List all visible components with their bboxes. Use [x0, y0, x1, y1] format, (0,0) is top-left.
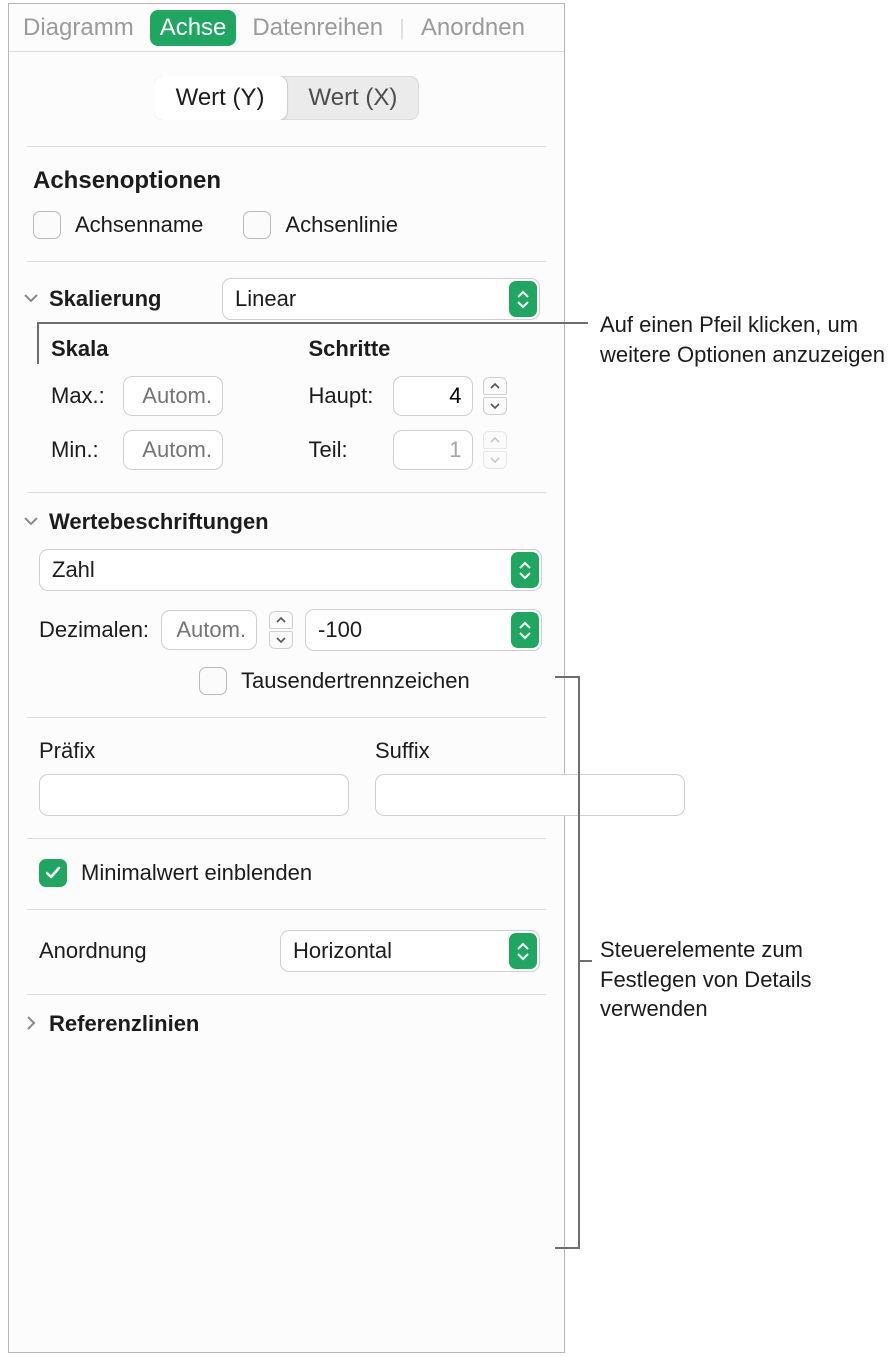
tab-arrange[interactable]: Anordnen — [411, 10, 535, 46]
tab-divider: | — [399, 15, 405, 41]
checkbox-show-minimum[interactable] — [39, 859, 67, 887]
checkbox-axis-name[interactable] — [33, 211, 61, 239]
select-scale-type-value: Linear — [235, 286, 296, 312]
callout1-leader — [37, 322, 588, 324]
stepper-major-up[interactable] — [483, 377, 507, 395]
stepper-major[interactable] — [483, 377, 507, 415]
section-orientation: Anordnung Horizontal — [9, 910, 564, 994]
max-label: Max.: — [51, 383, 113, 409]
callout2-leader — [578, 676, 580, 1249]
suffix-label: Suffix — [375, 738, 685, 764]
input-decimals[interactable] — [161, 610, 257, 650]
section-scale: Skalierung Linear Skala Max.: — [9, 262, 564, 492]
inspector-panel: Diagramm Achse Datenreihen | Anordnen We… — [8, 3, 565, 1353]
skala-header: Skala — [51, 336, 283, 362]
orientation-label: Anordnung — [39, 938, 147, 964]
section-reference-lines: Referenzlinien — [9, 995, 564, 1059]
input-scale-min[interactable] — [123, 430, 223, 470]
checkbox-thousands[interactable] — [199, 667, 227, 695]
callout2-leader — [555, 1247, 580, 1249]
select-negative-format[interactable]: -100 — [305, 609, 542, 651]
stepper-minor-up — [483, 431, 507, 449]
section-value-labels: Wertebeschriftungen Zahl Dezimalen: — [9, 493, 564, 717]
disclosure-scale[interactable] — [21, 286, 41, 312]
tab-axis[interactable]: Achse — [150, 10, 237, 46]
section-show-min: Minimalwert einblenden — [9, 839, 564, 909]
select-negative-value: -100 — [318, 617, 362, 643]
stepper-decimals[interactable] — [269, 611, 293, 649]
value-labels-title: Wertebeschriftungen — [49, 509, 269, 535]
prefix-label: Präfix — [39, 738, 349, 764]
decimals-label: Dezimalen: — [39, 617, 149, 643]
select-orientation-value: Horizontal — [293, 938, 392, 964]
axis-options-header: Achsenoptionen — [33, 167, 540, 195]
input-suffix[interactable] — [375, 774, 685, 816]
callout-controls-hint: Steuerelemente zum Festlegen von Details… — [600, 935, 890, 1024]
input-scale-max[interactable] — [123, 376, 223, 416]
schritte-header: Schritte — [309, 336, 541, 362]
updown-icon — [511, 552, 539, 588]
select-value-format-value: Zahl — [52, 557, 95, 583]
section-prefix-suffix: Präfix Suffix — [9, 718, 564, 838]
teil-label: Teil: — [309, 437, 383, 463]
stepper-minor-down — [483, 451, 507, 469]
stepper-decimals-up[interactable] — [269, 611, 293, 629]
callout2-leader — [555, 676, 580, 678]
label-axis-name: Achsenname — [75, 212, 203, 238]
callout1-leader — [37, 322, 39, 364]
input-steps-minor[interactable] — [393, 430, 473, 470]
input-steps-major[interactable] — [393, 376, 473, 416]
tab-diagram[interactable]: Diagramm — [13, 10, 144, 46]
reference-lines-title: Referenzlinien — [49, 1011, 199, 1037]
scale-title: Skalierung — [49, 286, 214, 312]
updown-icon — [509, 281, 537, 317]
stepper-major-down[interactable] — [483, 397, 507, 415]
haupt-label: Haupt: — [309, 383, 383, 409]
inspector-tabs: Diagramm Achse Datenreihen | Anordnen — [9, 4, 564, 52]
stepper-decimals-down[interactable] — [269, 631, 293, 649]
disclosure-value-labels[interactable] — [21, 509, 41, 535]
callout-arrow-hint: Auf einen Pfeil klicken, um weitere Opti… — [600, 310, 890, 369]
label-axis-line: Achsenlinie — [285, 212, 398, 238]
callout2-leader — [578, 960, 592, 962]
segment-value-x[interactable]: Wert (X) — [287, 76, 420, 120]
section-axis-options: Achsenoptionen Achsenname Achsenlinie — [9, 147, 564, 261]
tab-series[interactable]: Datenreihen — [242, 10, 393, 46]
updown-icon — [509, 933, 537, 969]
label-show-minimum: Minimalwert einblenden — [81, 860, 312, 886]
disclosure-reference-lines[interactable] — [21, 1011, 41, 1037]
stepper-minor — [483, 431, 507, 469]
checkbox-axis-line[interactable] — [243, 211, 271, 239]
segment-value-y[interactable]: Wert (Y) — [154, 76, 287, 120]
select-orientation[interactable]: Horizontal — [280, 930, 540, 972]
input-prefix[interactable] — [39, 774, 349, 816]
min-label: Min.: — [51, 437, 113, 463]
select-value-format[interactable]: Zahl — [39, 549, 542, 591]
label-thousands: Tausendertrennzeichen — [241, 668, 470, 694]
select-scale-type[interactable]: Linear — [222, 278, 540, 320]
axis-segmented: Wert (Y) Wert (X) — [154, 76, 420, 120]
updown-icon — [511, 612, 539, 648]
